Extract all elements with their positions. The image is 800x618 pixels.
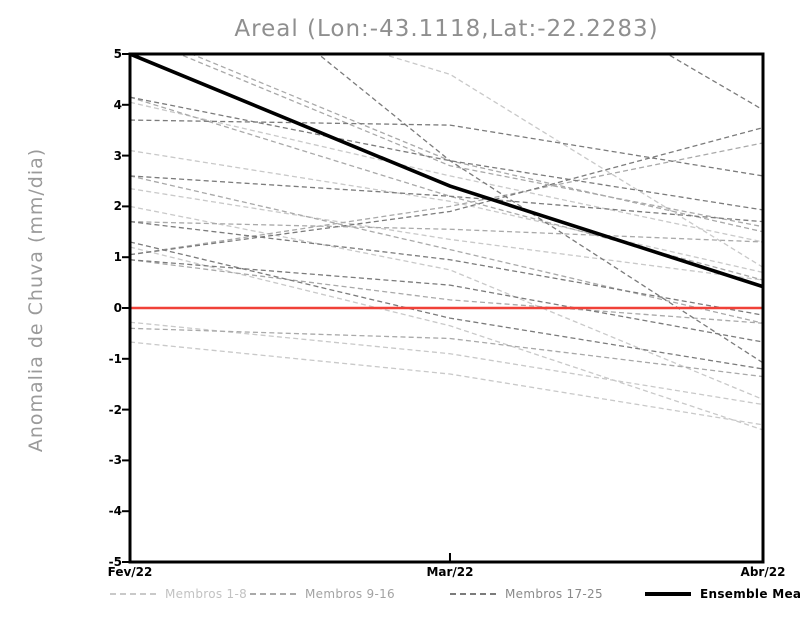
legend-label: Membros 9-16 [305, 587, 395, 601]
legend-item-members-9-16: Membros 9-16 [250, 586, 395, 602]
y-tick-label: -4 [108, 504, 122, 519]
member-line-group-1 [380, 54, 763, 268]
member-line-group-3 [130, 127, 763, 256]
member-line-group-1 [130, 321, 763, 406]
x-tick-label: Fev/22 [107, 565, 153, 579]
member-line-group-2 [130, 175, 763, 324]
member-line-group-2 [130, 327, 763, 378]
y-tick-label: 4 [113, 97, 122, 112]
legend-label: Membros 1-8 [165, 587, 248, 601]
member-line-group-1 [130, 101, 763, 243]
member-line-group-3 [130, 220, 763, 316]
dashed-line-swatch [450, 593, 496, 595]
member-line-group-2 [177, 54, 763, 228]
member-line-group-2 [130, 142, 763, 256]
member-line-group-1 [130, 341, 763, 426]
y-tick-label: 1 [113, 250, 122, 265]
legend: Membros 1-8 Membros 9-16 Membros 17-25 E… [0, 586, 800, 608]
y-tick-label: 5 [113, 47, 122, 61]
member-line-group-3 [317, 54, 763, 364]
y-tick-label: -5 [108, 555, 122, 569]
ensemble-mean-line [130, 54, 763, 289]
legend-item-ensemble-mean: Ensemble Mean [645, 586, 800, 602]
legend-item-members-1-8: Membros 1-8 [110, 586, 247, 602]
y-tick-label: -1 [108, 351, 122, 366]
x-tick-label: Mar/22 [426, 565, 474, 579]
chart-title: Areal (Lon:-43.1118,Lat:-22.2283) [234, 16, 659, 42]
x-tick-label: Abr/22 [740, 565, 786, 579]
member-line-group-3 [130, 259, 763, 343]
member-line-group-3 [130, 175, 763, 223]
dashed-line-swatch [250, 593, 296, 595]
dashed-line-swatch [110, 593, 156, 595]
legend-label: Ensemble Mean [700, 587, 800, 601]
member-line-group-3 [130, 119, 763, 177]
y-tick-label: 2 [113, 199, 122, 214]
solid-line-swatch [645, 592, 691, 596]
y-tick-label: 3 [113, 148, 122, 163]
member-line-group-3 [130, 241, 763, 370]
member-line-group-1 [130, 205, 763, 401]
member-line-group-1 [130, 246, 763, 431]
member-line-group-2 [130, 259, 763, 324]
member-line-group-1 [130, 187, 763, 281]
legend-label: Membros 17-25 [505, 587, 603, 601]
y-tick-label: 0 [113, 301, 122, 315]
member-line-group-3 [130, 96, 763, 211]
y-tick-label: -2 [108, 402, 122, 417]
member-line-group-2 [130, 220, 763, 243]
y-tick-label: -3 [108, 453, 122, 468]
member-line-group-1 [130, 149, 763, 274]
legend-item-members-17-25: Membros 17-25 [450, 586, 603, 602]
